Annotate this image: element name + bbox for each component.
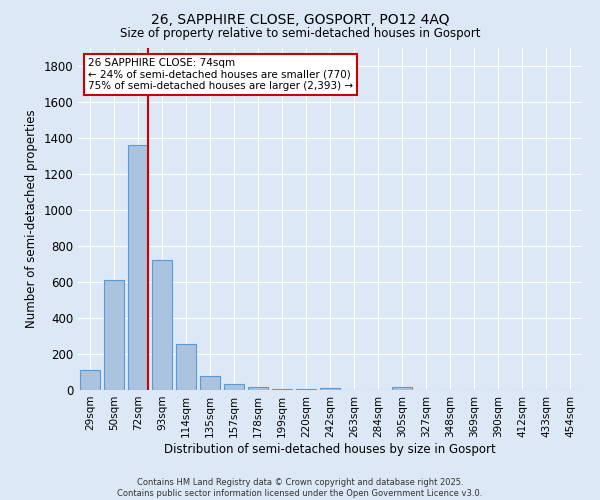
Bar [200, 376, 220, 390]
Bar [80, 370, 100, 390]
Bar [248, 388, 268, 390]
X-axis label: Distribution of semi-detached houses by size in Gosport: Distribution of semi-detached houses by … [164, 442, 496, 456]
Text: 26, SAPPHIRE CLOSE, GOSPORT, PO12 4AQ: 26, SAPPHIRE CLOSE, GOSPORT, PO12 4AQ [151, 12, 449, 26]
Bar [176, 344, 196, 390]
Bar [272, 389, 292, 390]
Text: Size of property relative to semi-detached houses in Gosport: Size of property relative to semi-detach… [120, 28, 480, 40]
Bar [128, 145, 148, 390]
Text: Contains HM Land Registry data © Crown copyright and database right 2025.
Contai: Contains HM Land Registry data © Crown c… [118, 478, 482, 498]
Bar [296, 389, 316, 390]
Bar [392, 388, 412, 390]
Bar [224, 384, 244, 390]
Bar [152, 260, 172, 390]
Y-axis label: Number of semi-detached properties: Number of semi-detached properties [25, 110, 38, 328]
Text: 26 SAPPHIRE CLOSE: 74sqm
← 24% of semi-detached houses are smaller (770)
75% of : 26 SAPPHIRE CLOSE: 74sqm ← 24% of semi-d… [88, 58, 353, 91]
Bar [320, 388, 340, 390]
Bar [104, 280, 124, 390]
